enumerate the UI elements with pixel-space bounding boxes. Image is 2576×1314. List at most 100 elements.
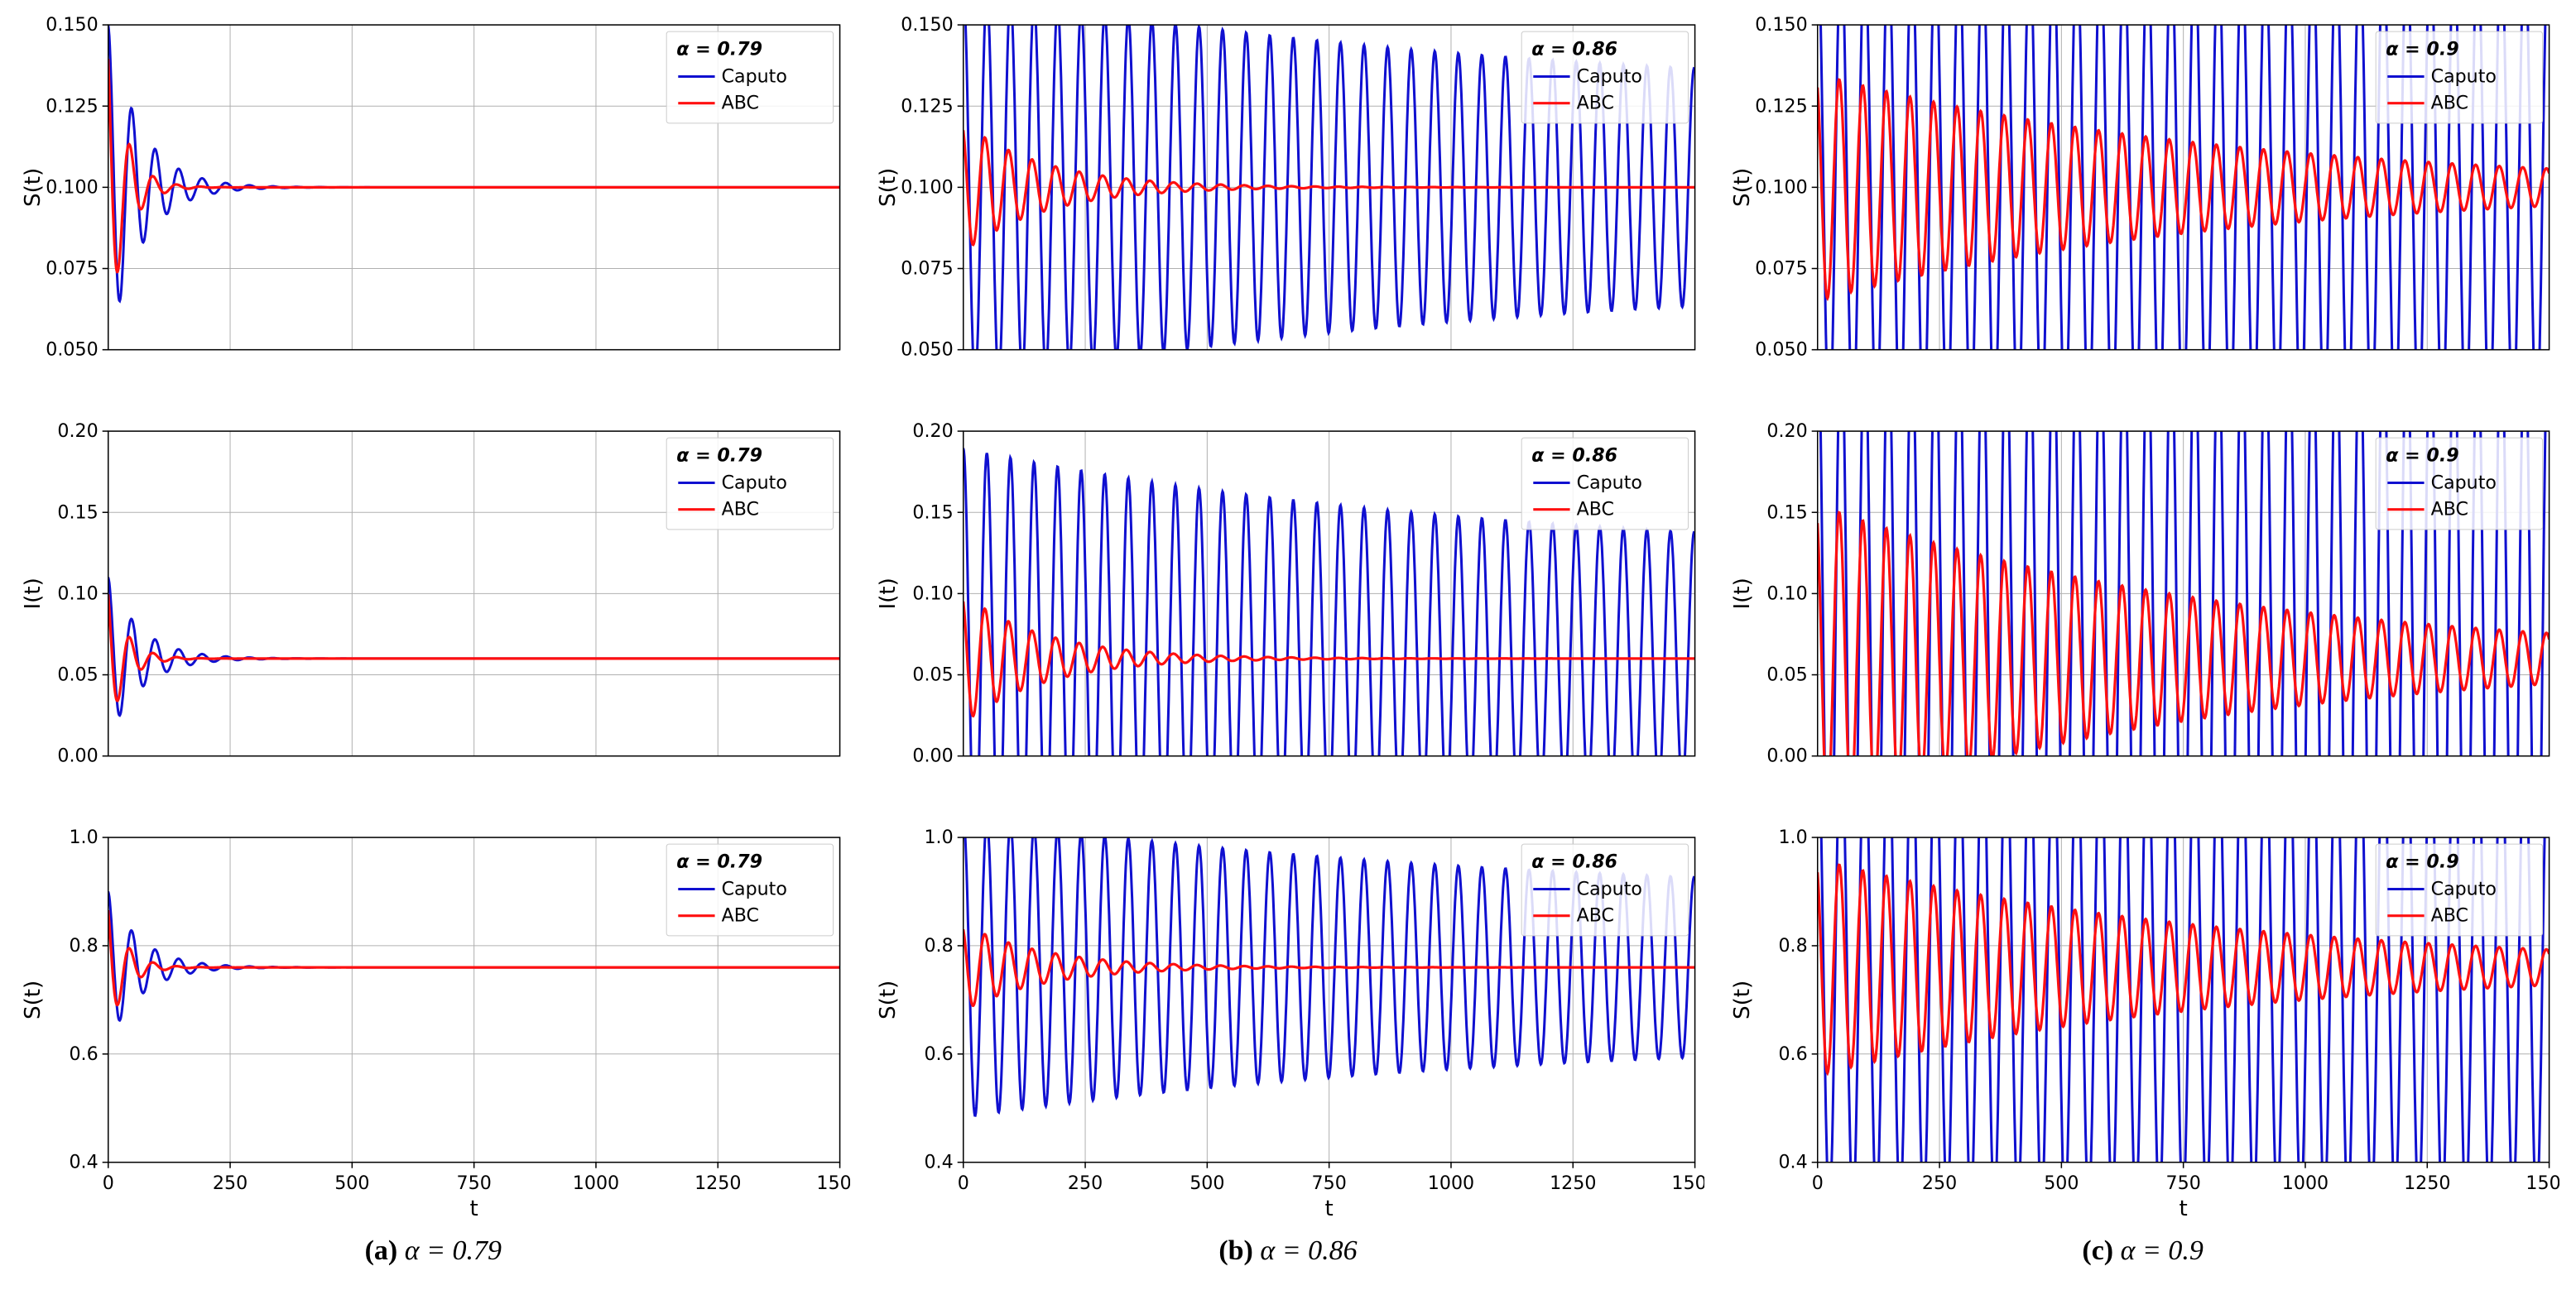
panel-r2-c0: 0250500750100012501500t0.40.60.81.0S(t) … <box>17 829 850 1220</box>
x-tick-label: 1500 <box>1671 1173 1704 1194</box>
y-axis-label: S(t) <box>1731 168 1756 207</box>
x-tick-label: 750 <box>457 1173 492 1194</box>
legend-label-abc: ABC <box>1576 499 1613 520</box>
legend: α = 0.86 Caputo ABC <box>1521 844 1688 936</box>
legend-label-caputo: Caputo <box>1576 66 1641 88</box>
x-tick-label: 1000 <box>1427 1173 1473 1194</box>
y-axis-label: S(t) <box>876 981 901 1019</box>
x-axis-label: t <box>2180 1197 2188 1220</box>
legend-label-abc: ABC <box>2431 905 2468 927</box>
x-tick-label: 1250 <box>694 1173 741 1194</box>
x-tick-label: 1250 <box>1550 1173 1596 1194</box>
caption-prefix: (c) <box>2082 1235 2113 1266</box>
y-tick-label: 0.20 <box>912 423 953 442</box>
chart-panel: 0.000.050.100.150.20I(t) α = 0.86 Caputo… <box>872 423 1705 814</box>
y-tick-label: 0.125 <box>901 95 953 117</box>
y-tick-label: 0.4 <box>924 1152 953 1173</box>
chart-panel: 0.0500.0750.1000.1250.150S(t) α = 0.86 C… <box>872 17 1705 408</box>
x-axis-label: t <box>1324 1197 1333 1220</box>
legend-label-abc: ABC <box>722 93 759 114</box>
legend: α = 0.79 Caputo ABC <box>666 438 833 530</box>
y-tick-label: 0.125 <box>1756 95 1808 117</box>
x-tick-label: 1000 <box>573 1173 619 1194</box>
y-tick-label: 0.10 <box>912 583 953 605</box>
x-tick-label: 750 <box>1311 1173 1346 1194</box>
panel-r0-c2: 0.0500.0750.1000.1250.150S(t) α = 0.9 Ca… <box>1726 17 2559 408</box>
x-tick-label: 750 <box>2166 1173 2201 1194</box>
y-axis-label: I(t) <box>1731 578 1756 609</box>
panel-r2-c1: 0250500750100012501500t0.40.60.81.0S(t) … <box>872 829 1705 1220</box>
y-tick-label: 0.150 <box>46 17 98 36</box>
y-tick-label: 0.20 <box>1767 423 1808 442</box>
chart-panel: 0250500750100012501500t0.40.60.81.0S(t) … <box>1726 829 2559 1220</box>
legend: α = 0.9 Caputo ABC <box>2377 438 2543 530</box>
y-tick-label: 0.15 <box>57 501 98 523</box>
legend: α = 0.86 Caputo ABC <box>1521 438 1688 530</box>
y-tick-label: 0.15 <box>1767 501 1808 523</box>
legend-label-caputo: Caputo <box>2431 66 2497 88</box>
panel-r0-c1: 0.0500.0750.1000.1250.150S(t) α = 0.86 C… <box>872 17 1705 408</box>
y-axis-label: S(t) <box>876 168 901 207</box>
x-tick-label: 0 <box>957 1173 968 1194</box>
panel-r1-c2: 0.000.050.100.150.20I(t) α = 0.9 Caputo … <box>1726 423 2559 814</box>
legend-label-caputo: Caputo <box>1576 472 1641 494</box>
chart-panel: 0250500750100012501500t0.40.60.81.0S(t) … <box>17 829 850 1220</box>
y-axis-label: I(t) <box>21 578 46 609</box>
y-tick-label: 1.0 <box>69 829 98 848</box>
y-tick-label: 0.100 <box>1756 176 1808 198</box>
y-axis-label: S(t) <box>21 168 46 207</box>
legend-label-abc: ABC <box>2431 93 2468 114</box>
y-tick-label: 1.0 <box>924 829 953 848</box>
chart-panel: 0.000.050.100.150.20I(t) α = 0.9 Caputo … <box>1726 423 2559 814</box>
y-tick-label: 0.150 <box>1756 17 1808 36</box>
x-tick-label: 250 <box>1068 1173 1103 1194</box>
legend-label-abc: ABC <box>1576 93 1613 114</box>
x-tick-label: 0 <box>103 1173 114 1194</box>
legend-alpha-label: α = 0.86 <box>1531 38 1617 60</box>
chart-grid: 0.0500.0750.1000.1250.150S(t) α = 0.79 C… <box>17 17 2559 1267</box>
legend-label-caputo: Caputo <box>2431 879 2497 900</box>
y-tick-label: 0.4 <box>69 1152 98 1173</box>
y-tick-label: 0.100 <box>901 176 953 198</box>
y-axis-label: S(t) <box>21 981 46 1019</box>
subplot-caption: (b) α = 0.86 <box>872 1235 1705 1267</box>
caption-alpha: α = 0.79 <box>405 1235 502 1266</box>
y-tick-label: 0.05 <box>912 664 953 686</box>
x-tick-label: 500 <box>1189 1173 1224 1194</box>
y-tick-label: 0.15 <box>912 501 953 523</box>
x-tick-label: 250 <box>1922 1173 1957 1194</box>
legend-label-caputo: Caputo <box>722 879 787 900</box>
panel-r1-c0: 0.000.050.100.150.20I(t) α = 0.79 Caputo… <box>17 423 850 814</box>
y-tick-label: 0.00 <box>1767 746 1808 767</box>
y-tick-label: 0.075 <box>46 258 98 280</box>
y-tick-label: 0.075 <box>901 258 953 280</box>
chart-panel: 0250500750100012501500t0.40.60.81.0S(t) … <box>872 829 1705 1220</box>
y-tick-label: 1.0 <box>1779 829 1808 848</box>
legend: α = 0.79 Caputo ABC <box>666 31 833 123</box>
y-tick-label: 0.00 <box>912 746 953 767</box>
caption-alpha: α = 0.9 <box>2121 1235 2204 1266</box>
y-tick-label: 0.050 <box>901 339 953 361</box>
legend-alpha-label: α = 0.9 <box>2386 38 2459 60</box>
y-tick-label: 0.8 <box>924 935 953 957</box>
legend-alpha-label: α = 0.86 <box>1531 851 1617 873</box>
y-tick-label: 0.8 <box>69 935 98 957</box>
legend: α = 0.86 Caputo ABC <box>1521 31 1688 123</box>
chart-panel: 0.000.050.100.150.20I(t) α = 0.79 Caputo… <box>17 423 850 814</box>
x-tick-label: 1250 <box>2404 1173 2450 1194</box>
legend-label-abc: ABC <box>722 499 759 520</box>
x-tick-label: 500 <box>2045 1173 2079 1194</box>
legend: α = 0.9 Caputo ABC <box>2377 844 2543 936</box>
legend-alpha-label: α = 0.79 <box>676 851 762 873</box>
x-tick-label: 1500 <box>816 1173 849 1194</box>
legend-alpha-label: α = 0.9 <box>2386 444 2459 466</box>
panel-r1-c1: 0.000.050.100.150.20I(t) α = 0.86 Caputo… <box>872 423 1705 814</box>
y-tick-label: 0.8 <box>1779 935 1808 957</box>
subplot-caption: (a) α = 0.79 <box>17 1235 850 1267</box>
y-tick-label: 0.050 <box>1756 339 1808 361</box>
x-tick-label: 250 <box>213 1173 248 1194</box>
x-tick-label: 1000 <box>2282 1173 2328 1194</box>
x-tick-label: 1500 <box>2526 1173 2559 1194</box>
legend-label-abc: ABC <box>2431 499 2468 520</box>
x-tick-label: 500 <box>334 1173 369 1194</box>
